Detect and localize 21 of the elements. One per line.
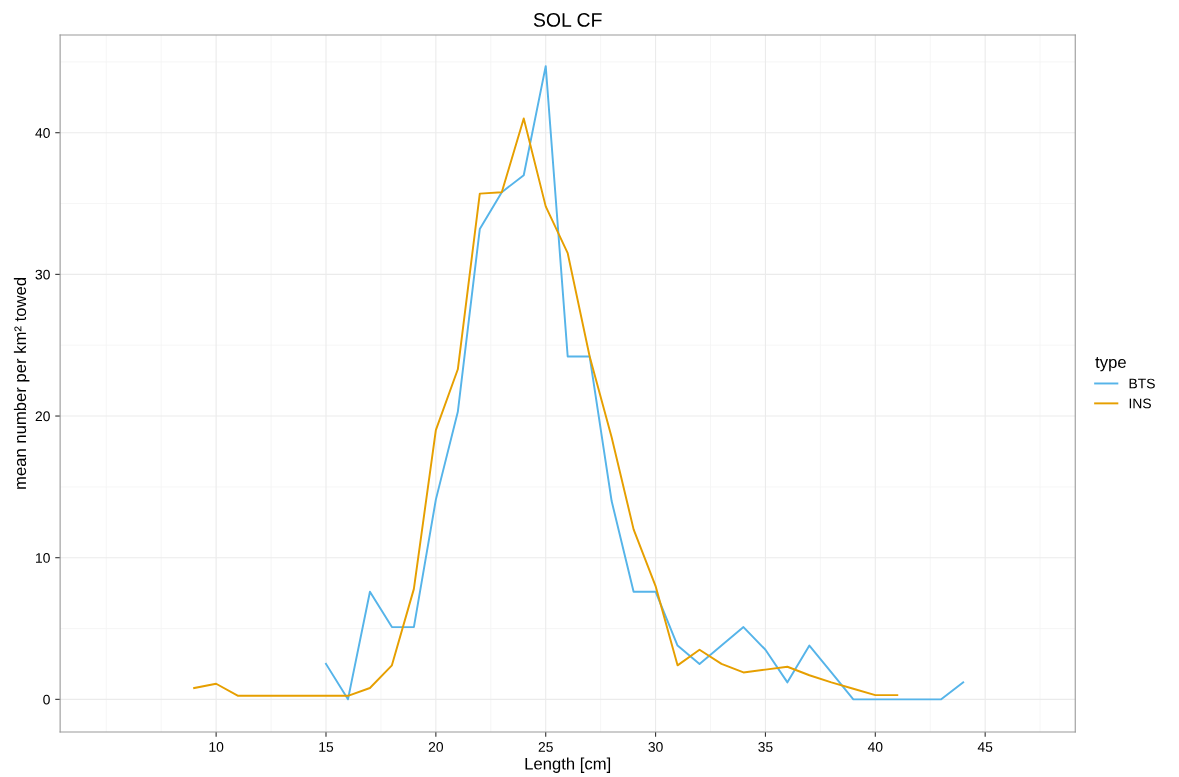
x-tick-label: 10 [209,742,224,752]
y-tick-label: 0 [43,694,50,705]
x-tick-label: 35 [758,742,773,752]
chart-title: SOL CF [533,13,602,27]
y-tick-label: 40 [35,128,50,138]
line-series [325,65,965,701]
y-axis-title: mean number per km² towed [13,277,30,489]
x-tick-label: 40 [867,742,883,752]
line-series [193,117,899,697]
x-tick-label: 20 [428,742,444,752]
y-tick-label: 30 [35,269,50,280]
x-tick-label: 25 [538,742,553,752]
x-axis-title: Length [cm] [525,757,611,773]
x-tick-label: 30 [648,742,663,752]
x-tick-label: 15 [319,742,334,752]
legend-label: BTS [1129,378,1155,389]
y-tick-label: 20 [35,411,50,422]
x-tick-label: 45 [977,742,993,752]
legend-title: type [1095,357,1126,372]
y-tick-label: 10 [36,553,50,563]
legend-label: INS [1129,398,1151,409]
